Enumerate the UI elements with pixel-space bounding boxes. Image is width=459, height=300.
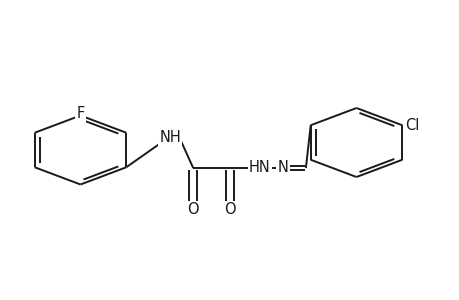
- Text: F: F: [76, 106, 84, 122]
- Text: O: O: [187, 202, 199, 217]
- Text: N: N: [277, 160, 288, 175]
- Text: O: O: [224, 202, 235, 217]
- Text: NH: NH: [159, 130, 181, 146]
- Text: Cl: Cl: [404, 118, 419, 133]
- Text: HN: HN: [248, 160, 270, 175]
